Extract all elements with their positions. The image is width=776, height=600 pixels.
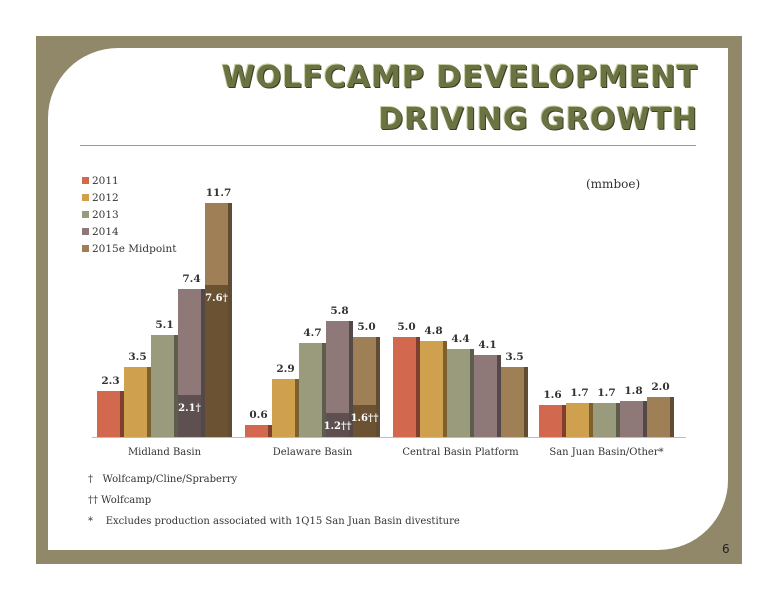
bar-side	[376, 337, 380, 437]
overlay-bar	[178, 395, 201, 437]
bar-value-label: 1.8	[624, 385, 642, 397]
bar-side	[524, 367, 528, 437]
bar-value-label: 5.0	[397, 321, 415, 333]
bar-side	[470, 349, 474, 437]
bar-value-label: 2.0	[651, 381, 669, 393]
bar-value-label: 2.9	[276, 363, 294, 375]
bar-side	[443, 341, 447, 437]
legend-item: 2014	[82, 223, 177, 240]
legend-label: 2012	[92, 191, 119, 204]
bar-side	[616, 403, 620, 437]
bar-value-label: 5.8	[330, 305, 348, 317]
bar	[124, 367, 147, 437]
bar-side	[589, 403, 593, 437]
legend-item: 2012	[82, 189, 177, 206]
overlay-bar	[353, 405, 376, 437]
bar	[326, 321, 349, 437]
overlay-bar	[205, 285, 228, 437]
bar-value-label: 1.6	[543, 389, 561, 401]
bar-value-label: 5.1	[155, 319, 173, 331]
bar-value-label: 1.7	[597, 387, 615, 399]
bar	[647, 397, 670, 437]
legend-swatch	[82, 211, 89, 218]
bar-value-label: 7.4	[182, 273, 200, 285]
bar-side	[497, 355, 501, 437]
page-number: 6	[722, 542, 730, 556]
overlay-value-label: 2.1†	[178, 403, 201, 414]
bar-value-label: 3.5	[128, 351, 146, 363]
bar-value-label: 4.1	[478, 339, 496, 351]
legend-swatch	[82, 228, 89, 235]
category-label: Delaware Basin	[273, 447, 353, 458]
title-rule	[80, 145, 696, 146]
bar-side	[416, 337, 420, 437]
footnote: †† Wolfcamp	[88, 495, 152, 506]
overlay-value-label: 1.2††	[324, 421, 352, 432]
bar-value-label: 4.7	[303, 327, 321, 339]
chart-legend: 2011 2012 2013 2014 2015e Midpoint	[82, 172, 177, 257]
overlay-bar	[326, 413, 349, 437]
bar-side	[147, 367, 151, 437]
bar	[593, 403, 616, 437]
bar-side	[643, 401, 647, 437]
bar-value-label: 0.6	[249, 409, 267, 421]
bar-side	[174, 335, 178, 437]
bar	[97, 391, 120, 437]
bar-value-label: 4.4	[451, 333, 469, 345]
unit-label: (mmboe)	[586, 177, 641, 191]
bar-side	[268, 425, 272, 437]
legend-item: 2015e Midpoint	[82, 240, 177, 257]
legend-label: 2014	[92, 225, 119, 238]
bar-side	[349, 321, 353, 437]
bar-side	[322, 343, 326, 437]
bar-side	[670, 397, 674, 437]
slide-panel	[48, 48, 728, 550]
category-label: Central Basin Platform	[402, 447, 519, 458]
category-label: San Juan Basin/Other*	[549, 447, 663, 458]
footnotes: † Wolfcamp/Cline/Spraberry †† Wolfcamp *…	[88, 474, 460, 537]
bar	[474, 355, 497, 437]
overlay-value-label: 7.6†	[205, 293, 228, 304]
category-label: Midland Basin	[128, 447, 202, 458]
bar-value-label: 2.3	[101, 375, 119, 387]
footnote: * Excludes production associated with 1Q…	[88, 516, 460, 527]
legend-item: 2013	[82, 206, 177, 223]
bar	[447, 349, 470, 437]
bar-value-label: 4.8	[424, 325, 442, 337]
bar	[566, 403, 589, 437]
legend-item: 2011	[82, 172, 177, 189]
bar-side	[295, 379, 299, 437]
bar	[299, 343, 322, 437]
bar-value-label: 1.7	[570, 387, 588, 399]
slide-title-line-2: DRIVING GROWTH	[378, 102, 698, 137]
bar-side	[201, 289, 205, 437]
legend-label: 2015e Midpoint	[92, 242, 177, 255]
bar	[620, 401, 643, 437]
bar	[151, 335, 174, 437]
bar-value-label: 11.7	[206, 187, 232, 199]
bar-value-label: 5.0	[357, 321, 375, 333]
overlay-value-label: 1.6††	[351, 413, 379, 424]
footnote: † Wolfcamp/Cline/Spraberry	[88, 474, 238, 485]
bar-side	[562, 405, 566, 437]
bar	[245, 425, 268, 437]
legend-swatch	[82, 194, 89, 201]
legend-swatch	[82, 177, 89, 184]
bar	[539, 405, 562, 437]
bar-side	[228, 203, 232, 437]
bar-side	[120, 391, 124, 437]
bar	[272, 379, 295, 437]
bar	[420, 341, 443, 437]
slide-title-line-1: WOLFCAMP DEVELOPMENT	[221, 60, 698, 95]
bar-value-label: 3.5	[505, 351, 523, 363]
legend-label: 2013	[92, 208, 119, 221]
bar	[393, 337, 416, 437]
legend-label: 2011	[92, 174, 119, 187]
legend-swatch	[82, 245, 89, 252]
bar	[501, 367, 524, 437]
